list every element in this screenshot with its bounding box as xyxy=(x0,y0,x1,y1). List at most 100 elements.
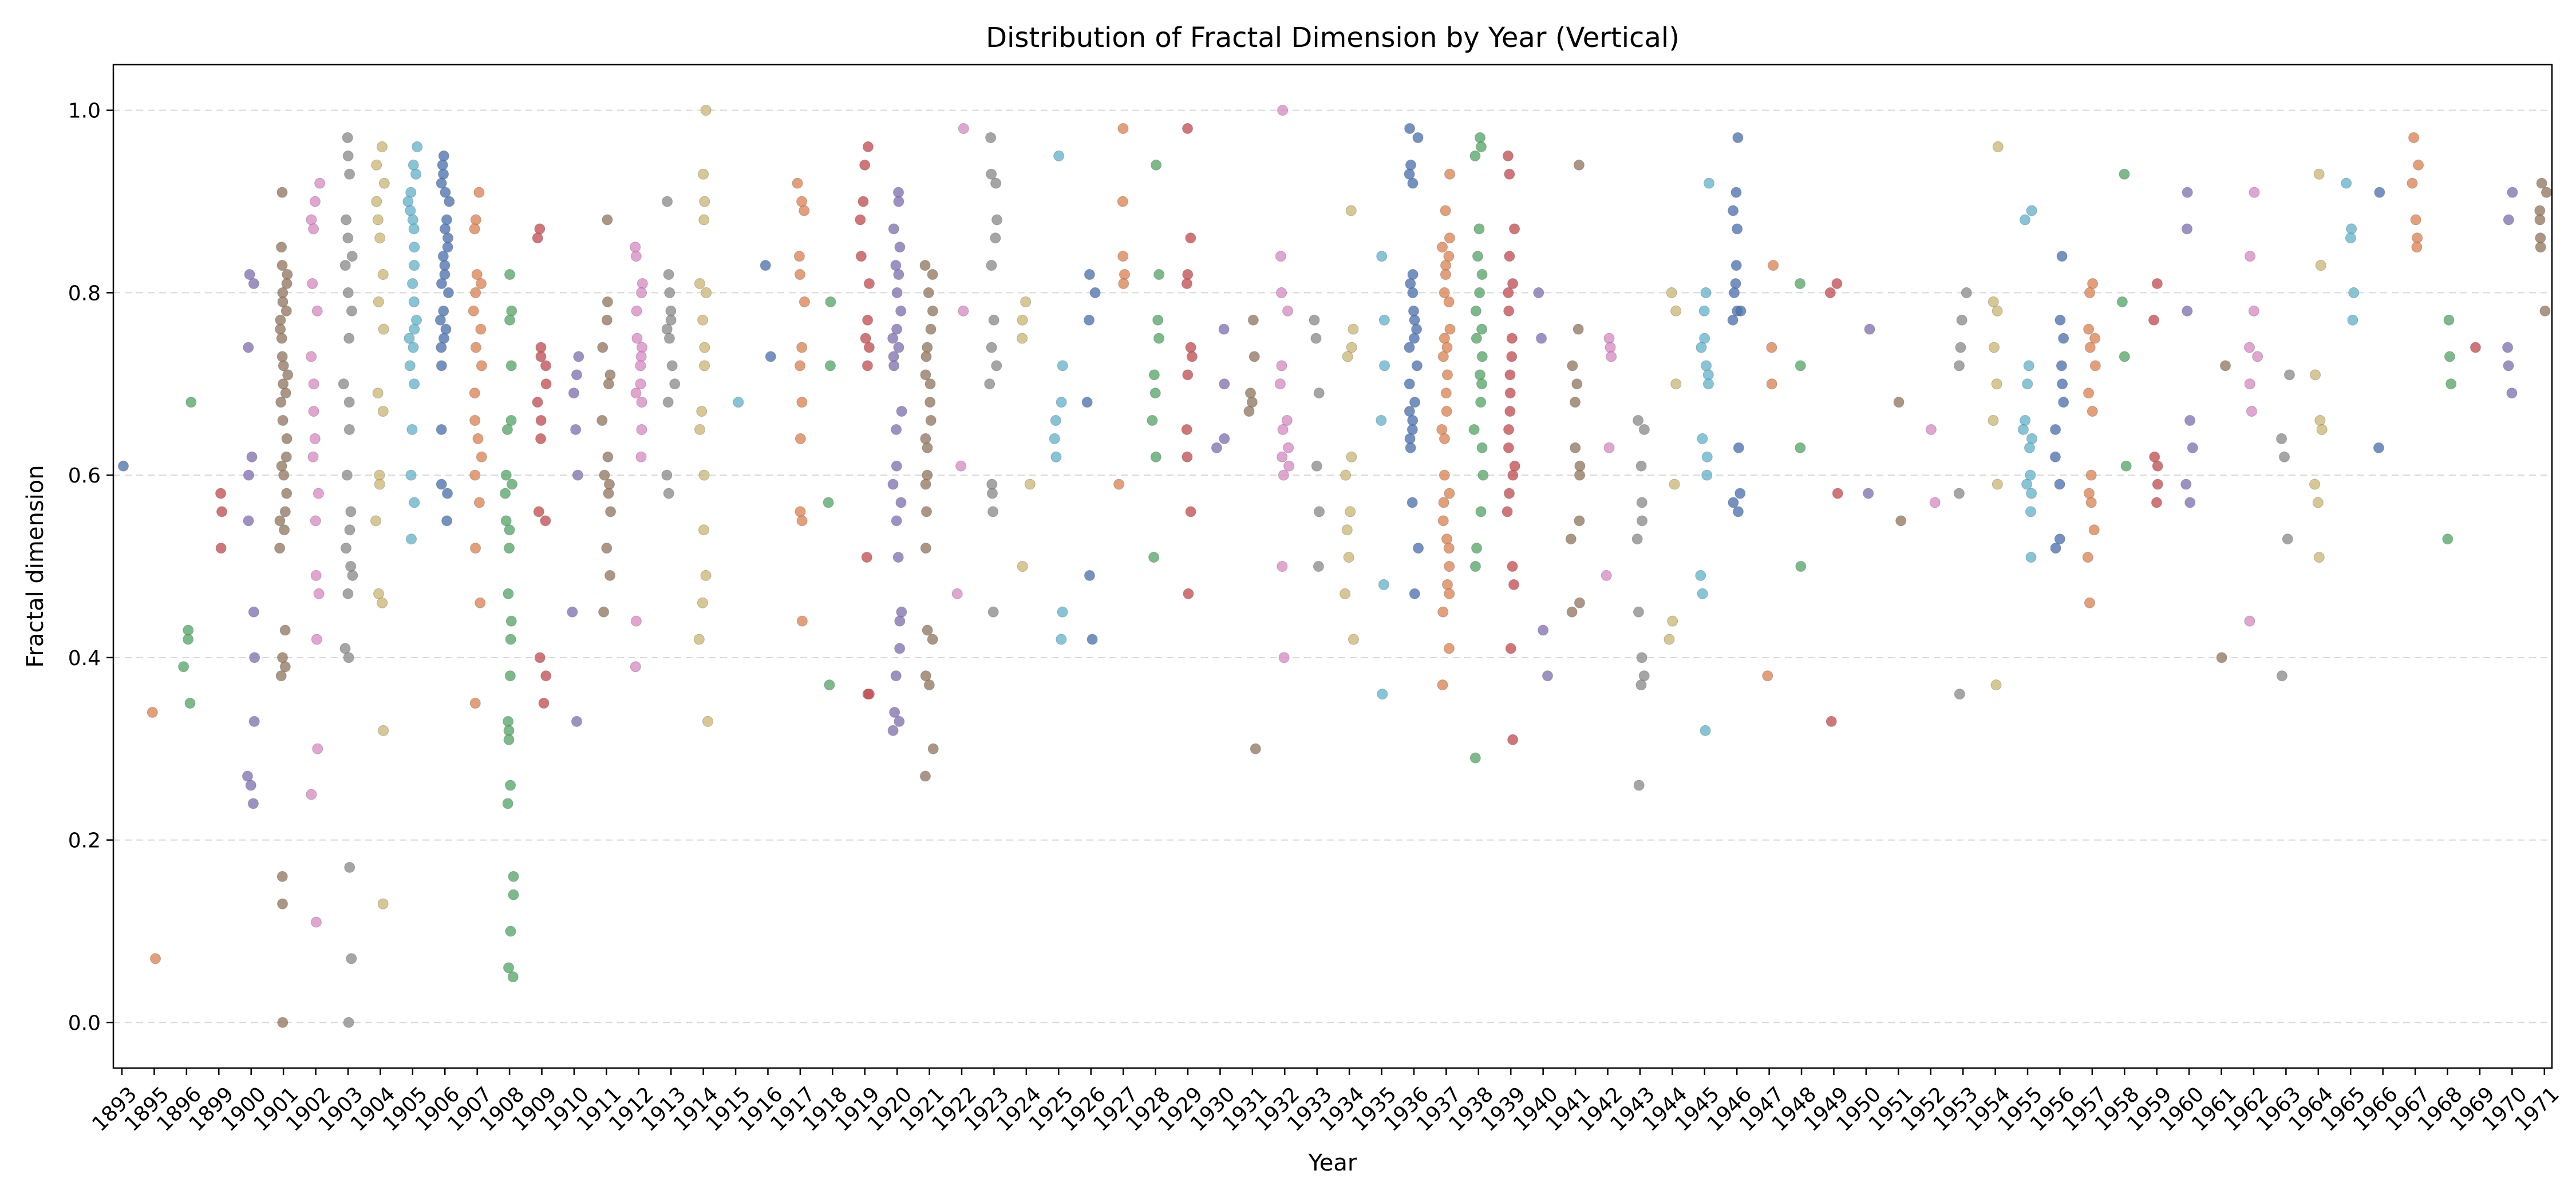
data-point xyxy=(2245,251,2256,262)
data-point xyxy=(922,342,933,353)
data-point xyxy=(1340,588,1351,599)
data-point xyxy=(825,296,836,307)
data-point xyxy=(1701,451,1713,462)
data-point xyxy=(470,342,481,353)
data-point xyxy=(436,278,447,289)
data-point xyxy=(1507,278,1519,289)
data-point xyxy=(1701,469,1713,481)
data-point xyxy=(504,314,515,326)
data-point xyxy=(891,323,903,335)
data-point xyxy=(1988,342,2000,353)
data-point xyxy=(891,287,903,298)
data-point xyxy=(604,479,615,490)
data-point xyxy=(341,469,353,481)
data-point xyxy=(409,323,420,335)
data-point xyxy=(178,661,189,673)
data-point xyxy=(635,351,647,362)
data-point xyxy=(538,698,550,709)
data-point xyxy=(2246,406,2257,417)
data-point xyxy=(597,342,609,353)
data-point xyxy=(887,333,899,344)
data-point xyxy=(1113,479,1125,490)
data-point xyxy=(1377,689,1388,700)
data-point xyxy=(276,242,287,253)
data-point xyxy=(503,962,515,974)
data-point xyxy=(1477,469,1489,481)
data-point xyxy=(986,479,998,490)
data-point xyxy=(1893,397,1905,408)
data-point xyxy=(988,314,999,326)
data-point xyxy=(635,360,646,371)
data-point xyxy=(1695,570,1706,581)
data-point xyxy=(794,269,805,280)
data-point xyxy=(1439,333,1450,344)
data-point xyxy=(699,342,710,353)
data-point xyxy=(1735,488,1746,499)
data-point xyxy=(345,561,357,572)
data-point xyxy=(1310,333,1322,344)
data-point xyxy=(1700,287,1712,298)
data-point xyxy=(698,469,710,481)
data-point xyxy=(406,533,417,545)
data-point xyxy=(1441,369,1453,381)
data-point xyxy=(923,287,934,298)
data-point xyxy=(507,971,519,983)
data-point xyxy=(1020,296,1032,307)
data-point xyxy=(1795,561,1807,572)
data-point xyxy=(346,305,357,317)
data-point xyxy=(2244,342,2255,353)
data-point xyxy=(605,369,616,381)
data-point xyxy=(1081,397,1093,408)
data-point xyxy=(570,424,582,435)
data-point xyxy=(434,314,446,326)
data-point xyxy=(475,323,487,335)
data-point xyxy=(2152,460,2163,472)
data-point xyxy=(500,469,512,481)
data-point xyxy=(246,451,258,462)
data-point xyxy=(1408,333,1420,344)
data-point xyxy=(2536,177,2547,189)
data-point xyxy=(1444,561,1455,572)
data-point xyxy=(1443,296,1455,307)
y-tick-label: 1.0 xyxy=(68,100,101,123)
data-point xyxy=(277,898,289,910)
data-point xyxy=(855,251,867,262)
data-point xyxy=(1444,232,1455,244)
data-point xyxy=(990,177,1002,189)
data-point xyxy=(309,433,321,444)
data-point xyxy=(275,397,287,408)
data-point xyxy=(919,260,931,271)
data-point xyxy=(1440,269,1451,280)
data-point xyxy=(1437,515,1449,527)
data-point xyxy=(896,406,907,417)
data-point xyxy=(1345,205,1357,216)
data-point xyxy=(662,196,673,207)
data-point xyxy=(1703,177,1714,189)
data-point xyxy=(1049,433,1060,444)
data-point xyxy=(693,634,705,645)
data-point xyxy=(1407,269,1419,280)
data-point xyxy=(986,342,997,353)
data-point xyxy=(1954,689,1965,700)
data-point xyxy=(895,305,907,317)
data-point xyxy=(986,260,997,271)
data-point xyxy=(469,223,480,235)
data-point xyxy=(248,278,259,289)
data-point xyxy=(795,360,806,371)
data-point xyxy=(2282,533,2293,545)
data-point xyxy=(2049,451,2061,462)
data-point xyxy=(436,424,447,435)
data-point xyxy=(405,469,417,481)
data-point xyxy=(1412,132,1424,143)
data-point xyxy=(150,953,161,964)
data-point xyxy=(1508,579,1519,590)
data-point xyxy=(630,388,642,399)
data-point xyxy=(374,469,385,481)
data-point xyxy=(1185,232,1196,244)
data-point xyxy=(404,333,415,344)
data-point xyxy=(1961,287,1972,298)
data-point xyxy=(243,515,254,527)
data-point xyxy=(1542,670,1553,682)
data-point xyxy=(437,251,449,262)
data-point xyxy=(1570,397,1581,408)
